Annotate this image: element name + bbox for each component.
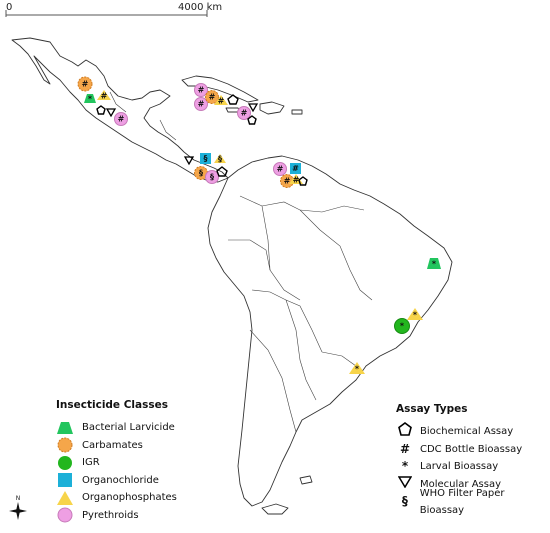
legend-assay-item: * Larval Bioassay [396, 458, 550, 476]
marker-pyrethroid-venezuela: # [273, 162, 287, 176]
marker-pyrethroid-pr: # [237, 106, 251, 120]
marker-biochemical-venezuela [298, 176, 308, 186]
marker-carbamate-cuba: # [205, 90, 219, 104]
svg-text:#: # [218, 97, 225, 106]
section-icon: § [401, 494, 408, 509]
legend-class-label: Organophosphates [82, 492, 177, 504]
marker-organophosphate-mexico: # [97, 90, 111, 101]
svg-text:§: § [204, 154, 208, 163]
country-borders [109, 91, 373, 433]
triangle-icon [56, 490, 74, 506]
legend-assay-item: § WHO Filter Paper Bioassay [396, 488, 550, 516]
marker-molecular-panama [183, 156, 195, 166]
svg-text:#: # [241, 109, 248, 118]
svg-text:*: * [432, 260, 437, 269]
trapezoid-icon [56, 420, 74, 436]
marker-molecular-mexico [105, 108, 117, 118]
north-label: N [16, 495, 21, 502]
compass-star-icon: N [9, 495, 27, 520]
legend-class-item: Carbamates [56, 437, 177, 455]
legend-class-item: Bacterial Larvicide [56, 419, 177, 437]
svg-text:*: * [355, 365, 360, 374]
svg-text:#: # [293, 176, 300, 185]
marker-organophosphate-brazil-se: * [407, 308, 423, 320]
marker-organochloride-panama: § [200, 153, 211, 164]
falkland-islands [299, 475, 313, 485]
asterisk-icon: * [401, 459, 409, 474]
legend-class-item: Organochloride [56, 472, 177, 490]
marker-pyrethroid-mexico: # [114, 112, 128, 126]
svg-text:*: * [413, 311, 418, 320]
legend-class-label: IGR [82, 457, 100, 469]
down-triangle-icon [396, 476, 414, 493]
legend-assay-item: Molecular Assay [396, 476, 550, 494]
scale-end-label: 4000 km [178, 2, 222, 13]
svg-text:#: # [118, 115, 125, 124]
svg-text:*: * [88, 95, 93, 104]
flower-icon [56, 507, 74, 523]
legend-class-label: Organochloride [82, 474, 159, 486]
circle-icon [56, 455, 74, 471]
svg-text:§: § [218, 155, 222, 164]
scale-start-label: 0 [6, 2, 12, 13]
octagon-icon [56, 437, 74, 453]
legend-class-item: Organophosphates [56, 489, 177, 507]
svg-text:#: # [198, 86, 205, 95]
legend-assay-label: Molecular Assay [420, 478, 502, 490]
marker-biochemical-panama [216, 166, 228, 177]
scale-bar: 0 4000 km [5, 2, 222, 17]
legend-class-item: Pyrethroids [56, 507, 177, 525]
marker-carbamate-mexico: # [77, 76, 93, 92]
legend-insecticide-classes: Insecticide Classes Bacterial Larvicide … [56, 397, 177, 524]
marker-organophosphate-brazil-s: * [349, 362, 365, 374]
legend-assay-label: Larval Bioassay [420, 461, 499, 473]
legend-classes-title: Insecticide Classes [56, 399, 168, 411]
marker-pyrethroid-panama: § [205, 170, 219, 184]
svg-text:#: # [82, 80, 89, 89]
marker-organophosphate-cuba: # [214, 95, 228, 106]
svg-text:*: * [400, 322, 405, 331]
legend-assays-title: Assay Types [396, 403, 468, 415]
svg-text:#: # [209, 93, 216, 102]
marker-molecular-haiti [247, 103, 259, 113]
legend-class-label: Pyrethroids [82, 509, 139, 521]
svg-text:#: # [277, 165, 284, 174]
legend-class-label: Bacterial Larvicide [82, 422, 175, 434]
south-america [207, 155, 453, 507]
svg-text:#: # [101, 92, 108, 101]
marker-bacterial-mexico: * [84, 94, 96, 104]
marker-organochloride-venezuela: # [290, 163, 301, 174]
square-icon [56, 472, 74, 488]
marker-pyrethroid-cuba-2: # [194, 97, 208, 111]
marker-igr-brazil: * [394, 318, 410, 334]
puerto-rico [291, 109, 303, 115]
svg-text:#: # [198, 100, 205, 109]
marker-pyrethroid-cuba: # [194, 83, 208, 97]
mexico-central-america [11, 37, 229, 183]
legend-assay-item: Biochemical Assay [396, 422, 550, 441]
tierra-del-fuego [261, 503, 289, 515]
legend-class-label: Carbamates [82, 439, 143, 451]
pentagon-icon [396, 422, 414, 441]
legend-assay-label: Biochemical Assay [420, 426, 514, 438]
legend-assay-label: CDC Bottle Bioassay [420, 443, 523, 455]
north-arrow: N [6, 493, 30, 523]
marker-organophosphate-panama: § [214, 154, 226, 164]
svg-text:#: # [292, 164, 299, 173]
svg-text:§: § [199, 169, 203, 178]
marker-biochemical-pr [247, 115, 257, 125]
svg-text:#: # [284, 177, 291, 186]
marker-biochemical-mexico [96, 105, 106, 115]
legend-assay-item: # CDC Bottle Bioassay [396, 441, 550, 459]
svg-text:§: § [210, 173, 214, 182]
marker-bacterial-brazil-ne: * [427, 258, 441, 269]
legend-assay-types: Assay Types Biochemical Assay # CDC Bott… [396, 401, 550, 516]
hispaniola [259, 101, 285, 115]
marker-biochemical-cuba [227, 94, 239, 105]
hash-icon: # [399, 441, 411, 456]
legend-class-item: IGR [56, 454, 177, 472]
landmass [11, 37, 453, 515]
legend-assay-label: WHO Filter Paper Bioassay [419, 487, 505, 516]
